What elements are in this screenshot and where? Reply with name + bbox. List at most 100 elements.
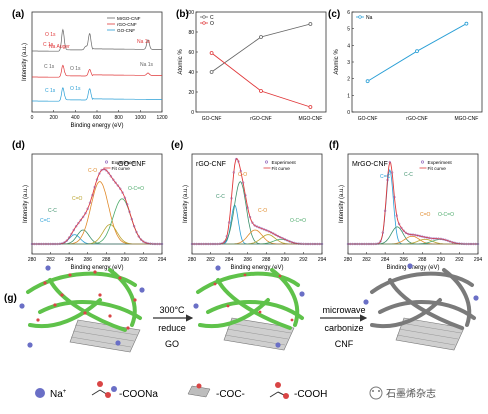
experiment-point: [297, 242, 300, 245]
x-tick-label: rGO-CNF: [250, 116, 271, 122]
experiment-point: [135, 230, 138, 234]
experiment-point: [393, 195, 396, 199]
experiment-point: [411, 233, 415, 236]
experiment-point: [279, 235, 282, 239]
experiment-point: [225, 235, 229, 238]
step1-action: reduce: [158, 323, 186, 333]
component-label: O-C=O: [438, 212, 454, 218]
experiment-point: [230, 197, 233, 200]
experiment-point: [260, 227, 263, 230]
y-tick-label: 2: [347, 77, 350, 83]
experiment-point: [251, 221, 254, 224]
experiment-point: [437, 237, 440, 240]
component-label: O-C=O: [128, 186, 144, 192]
y-tick-label: 1: [347, 93, 350, 99]
peak-annotation: Na Auger: [49, 44, 70, 50]
experiment-point: [128, 210, 131, 213]
experiment-point: [95, 178, 99, 181]
na-ion-icon: [35, 388, 45, 398]
data-point-c: [259, 35, 263, 39]
data-point-o: [259, 89, 263, 93]
experiment-point: [139, 238, 143, 241]
experiment-point: [125, 203, 129, 206]
graphene-sheet: [223, 317, 295, 351]
data-point-c: [308, 22, 313, 26]
legend-label: C: [210, 15, 214, 21]
nanofiber-bundle: [370, 268, 476, 330]
experiment-point: [446, 239, 449, 242]
experiment-point: [414, 233, 417, 237]
experiment-point: [400, 226, 403, 230]
na-ions: [19, 265, 145, 348]
experiment-point: [451, 241, 454, 244]
panel-letter-f: (f): [329, 140, 339, 151]
experiment-point: [241, 181, 245, 184]
x-tick-label: 294: [474, 257, 483, 263]
component-cc: [32, 229, 162, 245]
legend-marker: [202, 21, 206, 25]
component-label: C-O: [88, 168, 97, 174]
legend-label: Fit curve: [112, 166, 131, 172]
data-point-c: [209, 70, 214, 74]
x-tick-label: 288: [418, 257, 427, 263]
experiment-point: [105, 169, 108, 172]
x-tick-label: 294: [158, 257, 167, 263]
experiment-point: [377, 242, 380, 245]
experiment-point: [137, 235, 141, 238]
experiment-point: [70, 232, 73, 236]
experiment-point: [272, 232, 275, 235]
legend-na: Na+: [50, 389, 67, 400]
legend-label: Fit curve: [272, 166, 291, 172]
component-label: C-C: [48, 208, 57, 214]
legend-label: O: [210, 21, 214, 27]
experiment-point: [442, 238, 445, 241]
chart-atomic-c-o: 0 20 40 60 80 100 GO-CNF rGO-CNF MGO-CNF Atomic %…: [178, 10, 327, 122]
functional-groups: [36, 270, 137, 330]
structure-mrgo-cnf: [363, 263, 479, 351]
experiment-point: [425, 236, 429, 239]
x-tick-label: 282: [362, 257, 371, 263]
y-tick-label: 0: [191, 110, 194, 116]
y-axis-label: Intensity (a.u.): [23, 185, 29, 223]
experiment-point: [386, 178, 389, 182]
x-tick-label: 286: [84, 257, 93, 263]
legend-marker: [105, 160, 109, 164]
panel-letter-g: (g): [4, 293, 17, 304]
component-label: C=C: [380, 174, 391, 180]
experiment-point: [227, 221, 231, 224]
x-tick-label: 290: [121, 257, 130, 263]
x-tick-label: 292: [299, 257, 308, 263]
y-tick-label: 40: [188, 70, 194, 76]
experiment-point: [281, 236, 284, 240]
experiment-point: [439, 237, 443, 241]
data-point-na: [365, 79, 370, 84]
experiment-point: [132, 224, 136, 228]
experiment-point: [81, 215, 85, 219]
experiment-point: [65, 239, 69, 242]
structure-go-cnf: [19, 265, 145, 353]
y-tick-label: 4: [347, 43, 350, 49]
functional-groups: [213, 273, 294, 322]
watermark-text: 石墨烯杂志: [386, 387, 436, 400]
experiment-point: [432, 237, 436, 240]
x-tick-label: GO-CNF: [202, 116, 222, 122]
experiment-point: [91, 193, 94, 197]
experiment-point: [397, 222, 401, 226]
experiment-point: [63, 241, 66, 244]
experiment-point: [79, 218, 83, 222]
coc-icon: [187, 383, 211, 398]
x-axis-label: Binding energy (eV): [70, 265, 123, 271]
legend-label: Fit curve: [428, 166, 447, 172]
experiment-point: [407, 232, 410, 236]
x-tick-label: 282: [206, 257, 215, 263]
data-point-na: [415, 49, 419, 54]
x-tick-label: 280: [28, 257, 37, 263]
experiment-point: [67, 236, 71, 239]
step1-target: GO: [165, 339, 179, 349]
series-line-mrgo-cnf: [32, 28, 162, 52]
experiment-point: [77, 221, 80, 225]
experiment-point: [295, 242, 298, 245]
experiment-point: [262, 228, 266, 231]
legend-label: Experiment: [428, 160, 453, 166]
graphene-sheet: [395, 317, 465, 351]
